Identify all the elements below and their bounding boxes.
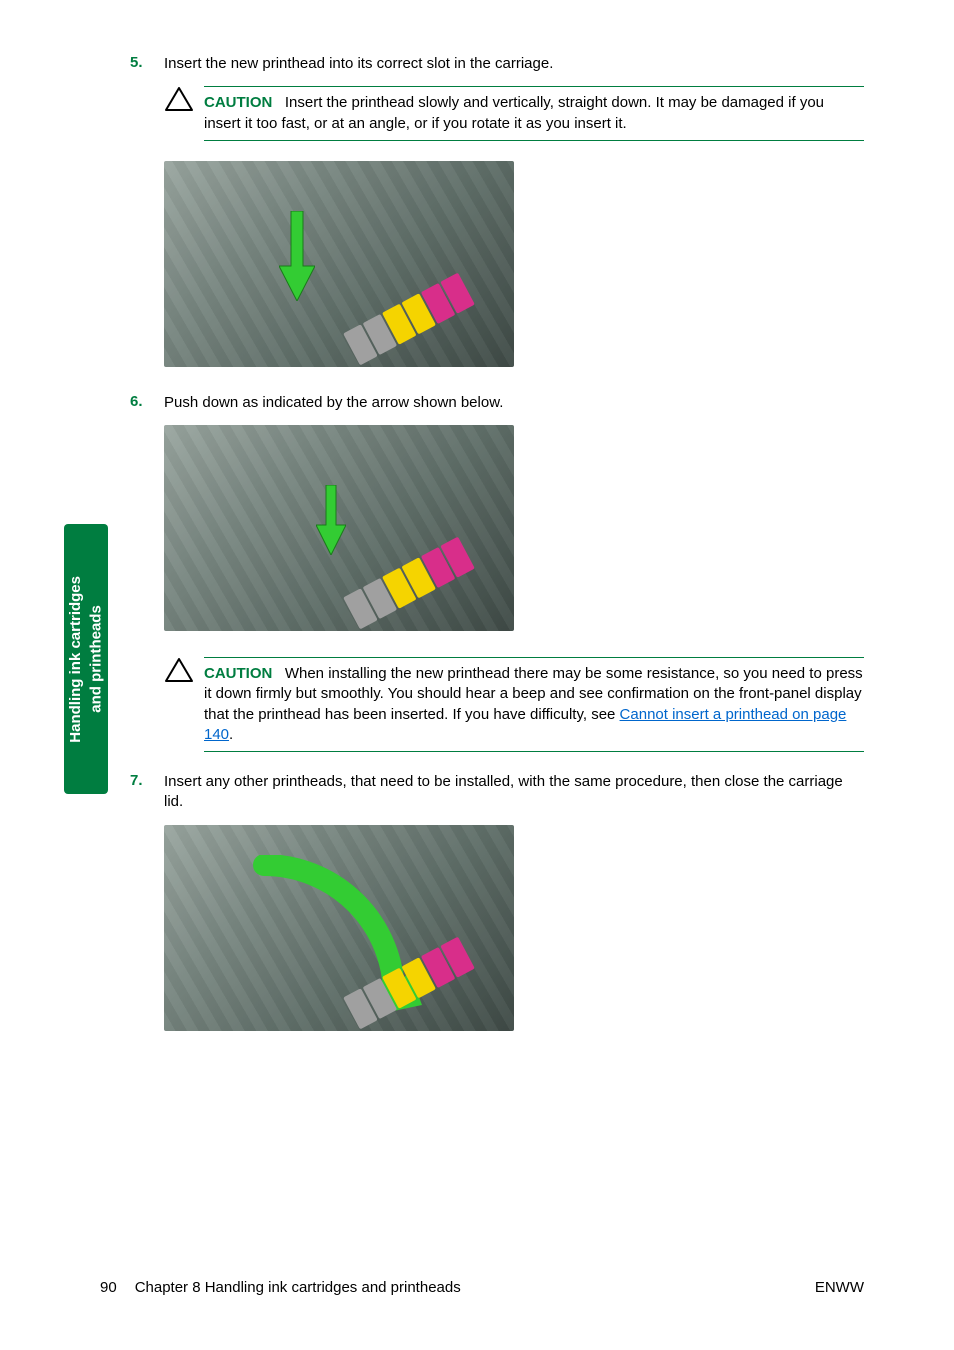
caution-text: CAUTION Insert the printhead slowly and … <box>204 86 864 141</box>
caution-block-1: CAUTION Insert the printhead slowly and … <box>164 86 864 141</box>
caution-label: CAUTION <box>204 665 272 682</box>
illustration-insert-printhead <box>164 161 514 367</box>
caution-text: CAUTION When installing the new printhea… <box>204 657 864 752</box>
chapter-title: Chapter 8 Handling ink cartridges and pr… <box>135 1279 461 1296</box>
caution-body: Insert the printhead slowly and vertical… <box>204 94 824 131</box>
page-footer: 90 Chapter 8 Handling ink cartridges and… <box>100 1279 864 1296</box>
arrow-down-icon <box>279 211 315 301</box>
step-number: 5. <box>130 54 164 74</box>
caution-block-2: CAUTION When installing the new printhea… <box>164 657 864 752</box>
caution-icon <box>164 86 194 112</box>
caution-body-after: . <box>229 726 233 743</box>
caution-label: CAUTION <box>204 94 272 111</box>
illustration-push-down <box>164 425 514 631</box>
step-text: Insert the new printhead into its correc… <box>164 54 864 74</box>
step-7: 7. Insert any other printheads, that nee… <box>130 772 864 813</box>
step-number: 6. <box>130 393 164 413</box>
step-6: 6. Push down as indicated by the arrow s… <box>130 393 864 413</box>
step-text: Push down as indicated by the arrow show… <box>164 393 864 413</box>
caution-icon <box>164 657 194 683</box>
step-text: Insert any other printheads, that need t… <box>164 772 864 813</box>
footer-right: ENWW <box>815 1279 864 1296</box>
step-5: 5. Insert the new printhead into its cor… <box>130 54 864 74</box>
section-side-tab: Handling ink cartridges and printheads <box>64 524 108 794</box>
illustration-close-lid <box>164 825 514 1031</box>
step-number: 7. <box>130 772 164 813</box>
arrow-down-icon <box>316 485 346 555</box>
section-side-tab-text: Handling ink cartridges and printheads <box>66 576 107 743</box>
page-number: 90 <box>100 1279 117 1296</box>
